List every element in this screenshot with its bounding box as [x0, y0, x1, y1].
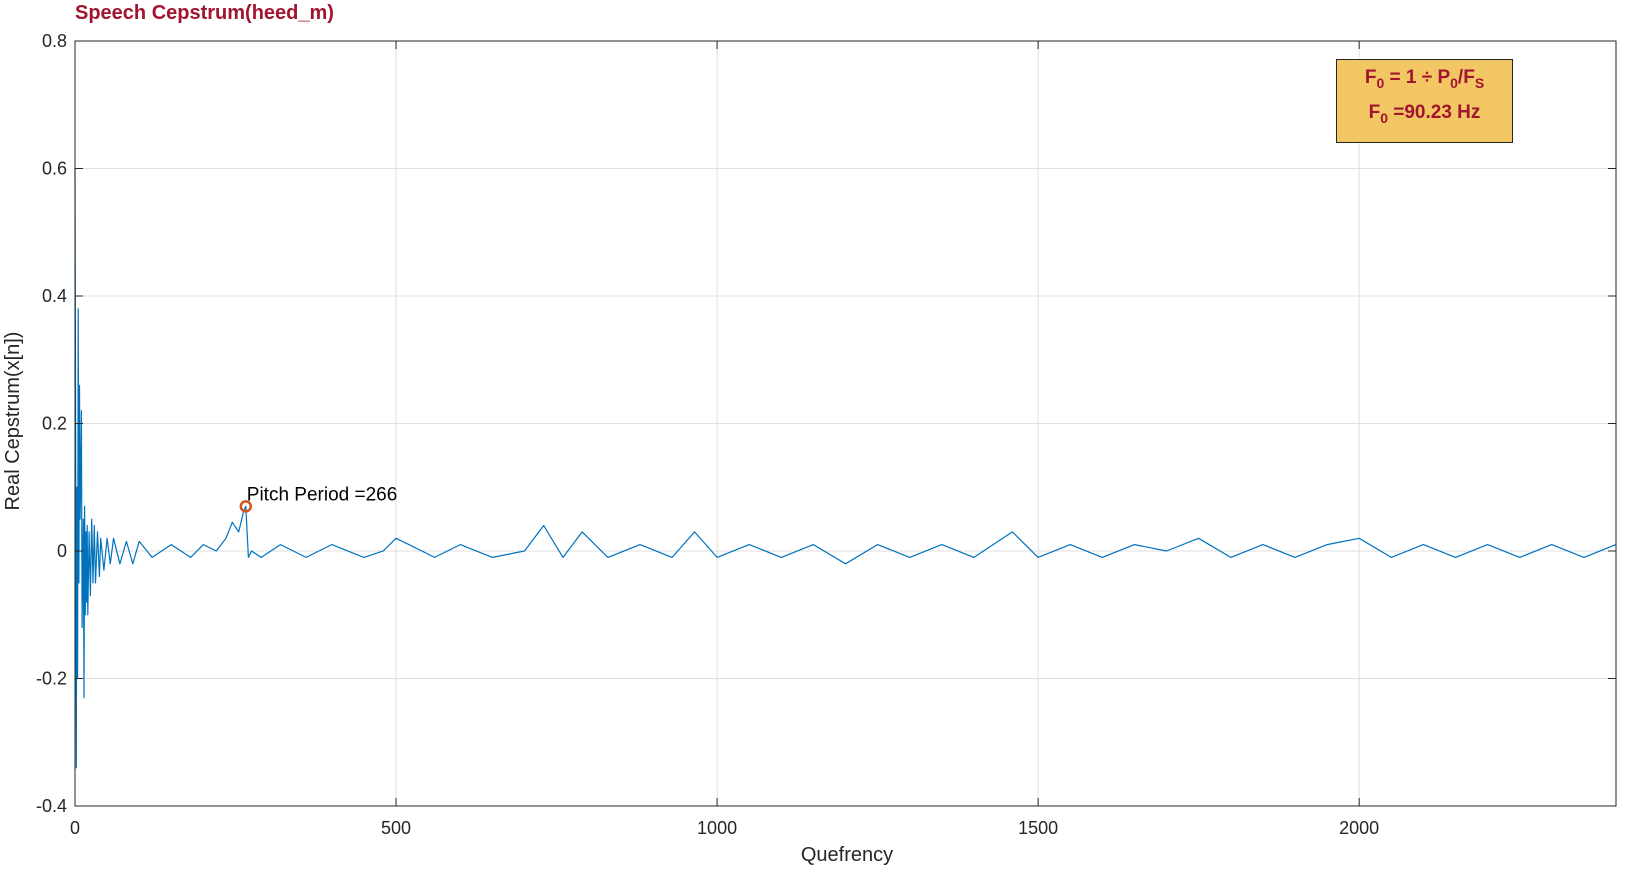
x-tick-label: 1500 [1018, 818, 1058, 838]
x-ticks: 0 500 1000 1500 2000 [70, 41, 1379, 838]
chart-title: Speech Cepstrum(heed_m) [75, 2, 334, 24]
y-tick-label: 0.8 [42, 31, 67, 51]
y-tick-label: 0 [57, 541, 67, 561]
y-tick-label: 0.2 [42, 414, 67, 434]
y-tick-label: -0.2 [36, 669, 67, 689]
x-axis-label: Quefrency [801, 844, 893, 866]
x-tick-label: 500 [381, 818, 411, 838]
x-tick-label: 0 [70, 818, 80, 838]
x-tick-label: 2000 [1339, 818, 1379, 838]
y-axis-label: Real Cepstrum(x[n]) [2, 332, 24, 511]
f0-info-box: F0 = 1 ÷ P0/FS F0 =90.23 Hz [1336, 59, 1513, 143]
pitch-peak-marker [239, 500, 253, 513]
x-tick-label: 1000 [697, 818, 737, 838]
y-tick-label: 0.4 [42, 286, 67, 306]
series-group [74, 168, 1617, 769]
pitch-period-label: Pitch Period =266 [247, 484, 398, 505]
f0-value: F0 =90.23 Hz [1368, 102, 1481, 126]
f0-formula: F0 = 1 ÷ P0/FS [1364, 67, 1485, 91]
y-ticks: -0.4 -0.2 0 0.2 0.4 0.6 0.8 [36, 31, 1616, 816]
y-tick-label: -0.4 [36, 796, 67, 816]
cepstrum-series-line [74, 168, 1617, 769]
y-gridlines [75, 168, 1616, 679]
annotation-group: Pitch Period =266 [239, 484, 398, 513]
y-tick-label: 0.6 [42, 159, 67, 179]
